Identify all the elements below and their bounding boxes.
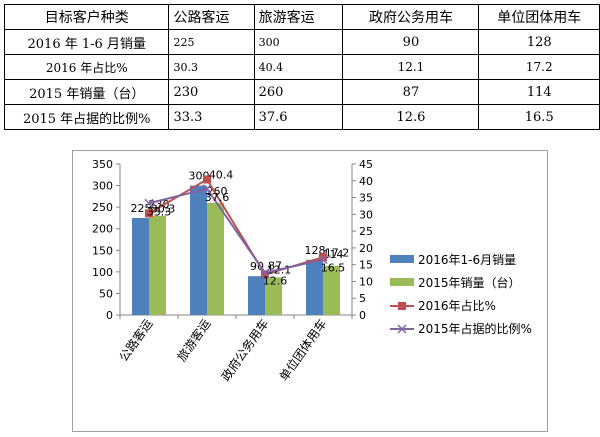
bar-data-label: 230 [149, 198, 170, 211]
table-header-cell: 旅游客运 [253, 4, 344, 30]
line-marker-square [145, 209, 153, 218]
x-tick-label: 旅游客运 [174, 316, 214, 364]
table-cell: 230 [168, 79, 255, 105]
line-data-label: 40.4 [209, 168, 234, 181]
legend-swatch [390, 255, 414, 263]
table-header-cell: 公路客运 [168, 4, 255, 30]
y-tick-label-right: 25 [359, 225, 373, 238]
x-tick-label: 公路客运 [116, 316, 156, 364]
table-header-cell: 政府公务用车 [342, 4, 480, 30]
table-cell: 2016 年占比% [3, 54, 170, 80]
table-cell: 30.3 [168, 54, 255, 80]
chart-frame [72, 150, 548, 432]
legend-marker [398, 302, 406, 310]
table-cell: 33.3 [168, 104, 255, 130]
y-tick-label-left: 50 [99, 287, 113, 300]
line-marker-square [319, 253, 327, 262]
table-row: 2015 年占据的比例% 33.3 37.6 12.6 16.5 [3, 104, 600, 130]
bar-sales-2015 [265, 277, 282, 315]
y-tick-label-left: 200 [92, 223, 113, 236]
table-cell: 260 [253, 79, 344, 105]
legend-label: 2016年1-6月销量 [418, 253, 516, 267]
y-tick-label-right: 45 [359, 158, 373, 171]
table-header-cell: 单位团体用车 [478, 4, 600, 30]
table-cell: 37.6 [253, 104, 344, 130]
table-row: 2016 年 1-6 月销量 225 300 90 128 [3, 29, 600, 55]
bar-sales-2016 [132, 217, 149, 315]
legend-label: 2016年占比% [418, 298, 496, 313]
line-marker-square [203, 175, 211, 184]
y-tick-label-right: 5 [359, 292, 366, 305]
bar-sales-2016 [190, 185, 207, 315]
data-table: 目标客户种类 公路客运 旅游客运 政府公务用车 单位团体用车 2016 年 1-… [3, 4, 600, 130]
line-data-label: 37.6 [205, 191, 230, 204]
bar-sales-2016 [306, 259, 323, 315]
legend-label: 2015年销量（台） [418, 275, 521, 290]
table-cell: 17.2 [478, 54, 600, 80]
line-share-2015 [148, 187, 324, 274]
y-tick-label-left: 100 [92, 266, 113, 279]
table-cell: 12.1 [342, 54, 480, 80]
y-tick-label-left: 0 [106, 309, 113, 322]
y-tick-label-right: 35 [359, 192, 373, 205]
bar-sales-2015 [207, 202, 224, 315]
line-marker-x [318, 255, 328, 265]
line-marker-square [261, 270, 269, 279]
bar-data-label: 114 [323, 248, 344, 261]
y-tick-label-left: 150 [92, 244, 113, 257]
bar-data-label: 90 [250, 260, 264, 273]
table-header-row: 目标客户种类 公路客运 旅游客运 政府公务用车 单位团体用车 [3, 4, 600, 30]
legend-label: 2015年占据的比例% [418, 321, 532, 336]
table-header-cell: 目标客户种类 [3, 4, 170, 30]
y-tick-label-right: 30 [359, 208, 373, 221]
table-cell: 300 [253, 29, 344, 55]
table-cell: 12.6 [342, 104, 480, 130]
x-tick-label: 政府公务用车 [218, 316, 272, 384]
line-data-label: 17.2 [325, 246, 350, 259]
line-marker-x [144, 198, 154, 208]
table-cell: 2015 年销量（台） [3, 79, 170, 105]
table-cell: 16.5 [478, 104, 600, 130]
line-share-2016 [148, 178, 324, 276]
table-row: 2016 年占比% 30.3 40.4 12.1 17.2 [3, 54, 600, 80]
table-cell: 2015 年占据的比例% [3, 104, 170, 130]
bar-sales-2016 [248, 276, 265, 315]
y-tick-label-right: 20 [359, 242, 373, 255]
line-marker-x [260, 268, 270, 278]
table-cell: 87 [342, 79, 480, 105]
y-tick-label-left: 350 [92, 158, 113, 171]
bar-sales-2015 [149, 215, 166, 315]
x-tick-label: 单位团体用车 [276, 316, 330, 384]
line-data-label: 12.6 [263, 275, 288, 288]
table-cell: 40.4 [253, 54, 344, 80]
y-tick-label-left: 300 [92, 180, 113, 193]
y-tick-label-right: 0 [359, 309, 366, 322]
line-data-label: 33.3 [147, 205, 172, 218]
legend-marker [397, 324, 407, 334]
table-cell: 90 [342, 29, 480, 55]
table-row: 2015 年销量（台） 230 260 87 114 [3, 79, 600, 105]
table-cell: 225 [168, 29, 255, 55]
y-tick-label-right: 40 [359, 175, 373, 188]
bar-sales-2015 [323, 265, 340, 315]
y-tick-label-right: 15 [359, 259, 373, 272]
table-cell: 114 [478, 79, 600, 105]
y-tick-label-left: 250 [92, 201, 113, 214]
y-tick-label-right: 10 [359, 275, 373, 288]
line-marker-x [202, 184, 212, 194]
line-data-label: 16.5 [321, 262, 346, 275]
table-cell: 128 [478, 29, 600, 55]
table-cell: 2016 年 1-6 月销量 [3, 29, 170, 55]
line-data-label: 30.3 [151, 202, 176, 215]
combo-chart: 0 50 100 150 200 250 300 350 0 5 10 15 20 25 30 35 40 45 2… [92, 158, 532, 384]
legend-swatch [390, 278, 414, 286]
